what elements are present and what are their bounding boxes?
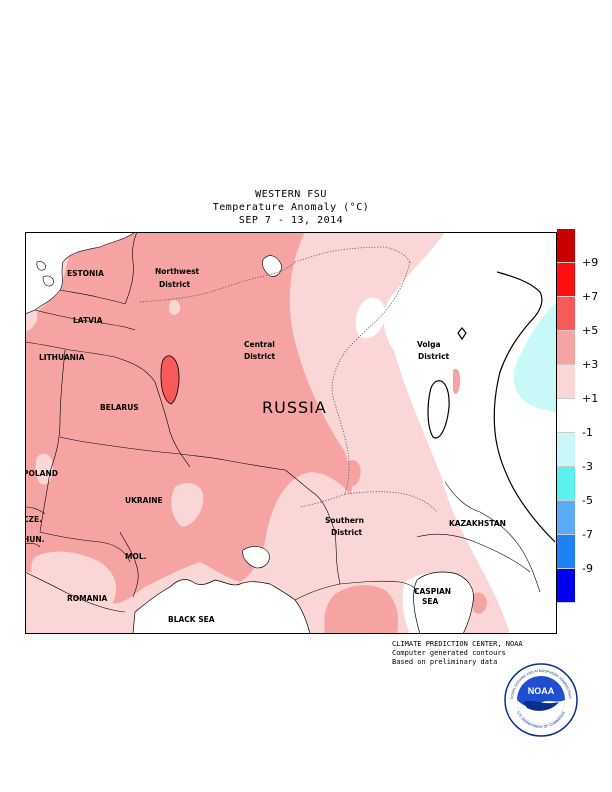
credits-block: CLIMATE PREDICTION CENTER, NOAA Computer… xyxy=(392,640,523,667)
colorbar-tick-label: +5 xyxy=(582,324,599,337)
map-subtitle: Temperature Anomaly (°C) xyxy=(212,202,370,213)
label-black-sea: BLACK SEA xyxy=(168,615,215,624)
pale-anomaly-patch xyxy=(169,299,181,315)
colorbar-segment xyxy=(557,467,575,501)
colorbar-tick-label: -5 xyxy=(582,494,593,507)
label-latvia: LATVIA xyxy=(73,316,103,325)
lake xyxy=(262,255,282,277)
baltic-sea xyxy=(25,232,136,315)
colorbar-segment xyxy=(557,535,575,569)
label-poland: POLAND xyxy=(25,469,58,478)
warm-anomaly-region xyxy=(324,585,399,634)
map-date-range: SEP 7 - 13, 2014 xyxy=(238,215,344,226)
pale-anomaly-patch xyxy=(171,482,204,527)
label-caspian-sea-2: SEA xyxy=(422,597,439,606)
label-southern-district-1: Southern xyxy=(325,516,364,525)
colorbar-segment xyxy=(557,263,575,297)
black-sea xyxy=(132,579,311,634)
colorbar-tick-label: -7 xyxy=(582,528,593,541)
warm-anomaly-region xyxy=(473,592,487,614)
warm-anomaly-region xyxy=(343,459,361,487)
map-title: WESTERN FSU xyxy=(255,189,327,200)
credits-source: CLIMATE PREDICTION CENTER, NOAA xyxy=(392,640,523,648)
country-borders xyxy=(25,232,541,613)
label-central-district-2: District xyxy=(244,352,276,361)
district-borders xyxy=(139,246,438,513)
logo-text: NOAA xyxy=(528,686,555,696)
anomaly-colorbar xyxy=(557,229,575,603)
label-hungary: HUN. xyxy=(25,535,45,544)
colorbar-tick-label: +3 xyxy=(582,358,599,371)
colorbar-segment xyxy=(557,297,575,331)
baltic-island xyxy=(36,261,46,271)
label-kazakhstan: KAZAKHSTAN xyxy=(449,519,506,528)
label-northwest-district-2: District xyxy=(159,280,191,289)
colorbar-segment xyxy=(557,569,575,603)
credits-data-note: Based on preliminary data xyxy=(392,658,498,666)
colorbar-segment xyxy=(557,365,575,399)
colorbar-tick-label: -3 xyxy=(582,460,593,473)
neutral-anomaly-region xyxy=(355,297,386,339)
colorbar-tick-label: +7 xyxy=(582,290,599,303)
caspian-sea xyxy=(413,571,474,634)
pale-anomaly-patch xyxy=(35,453,53,485)
colorbar-segment xyxy=(557,501,575,535)
baltic-island xyxy=(42,275,54,287)
colorbar-segment xyxy=(557,433,575,467)
label-romania: ROMANIA xyxy=(67,594,107,603)
colorbar-tick-label: -1 xyxy=(582,426,593,439)
label-volga-district-2: District xyxy=(418,352,450,361)
colorbar-tick-label: +9 xyxy=(582,256,599,269)
colorbar-segment xyxy=(557,399,575,433)
hot-anomaly-patch xyxy=(160,355,180,405)
label-estonia: ESTONIA xyxy=(67,269,104,278)
warm-anomaly-region xyxy=(25,232,353,604)
colorbar-tick-label: -9 xyxy=(582,562,593,575)
pale-anomaly-patch xyxy=(31,551,117,604)
anomaly-map: ESTONIA LATVIA LITHUANIA BELARUS POLAND … xyxy=(25,232,557,634)
label-czech: CZE. xyxy=(25,515,42,524)
colorbar-segment xyxy=(557,331,575,365)
noaa-logo: NOAA NATIONAL OCEANIC AND ATMOSPHERIC AD… xyxy=(503,662,578,737)
map-title-block: WESTERN FSU Temperature Anomaly (°C) SEP… xyxy=(25,188,557,227)
zero-contour xyxy=(427,271,556,543)
label-southern-district-2: District xyxy=(331,528,363,537)
label-northwest-district-1: Northwest xyxy=(155,267,200,276)
label-central-district-1: Central xyxy=(244,340,275,349)
sea-of-azov xyxy=(242,546,270,569)
map-frame xyxy=(25,232,557,634)
label-russia: RUSSIA xyxy=(262,398,327,417)
cool-anomaly-region xyxy=(513,302,557,412)
label-lithuania: LITHUANIA xyxy=(39,353,85,362)
label-ukraine: UKRAINE xyxy=(125,496,163,505)
label-caspian-sea-1: CASPIAN xyxy=(414,587,451,596)
credits-method: Computer generated contours xyxy=(392,649,506,657)
warm-anomaly-region xyxy=(453,368,461,394)
label-volga-district-1: Volga xyxy=(417,340,441,349)
label-belarus: BELARUS xyxy=(100,403,139,412)
colorbar-tick-label: +1 xyxy=(582,392,599,405)
colorbar-segment xyxy=(557,229,575,263)
neutral-anomaly-region xyxy=(383,270,557,472)
label-moldova: MOL. xyxy=(125,552,147,561)
